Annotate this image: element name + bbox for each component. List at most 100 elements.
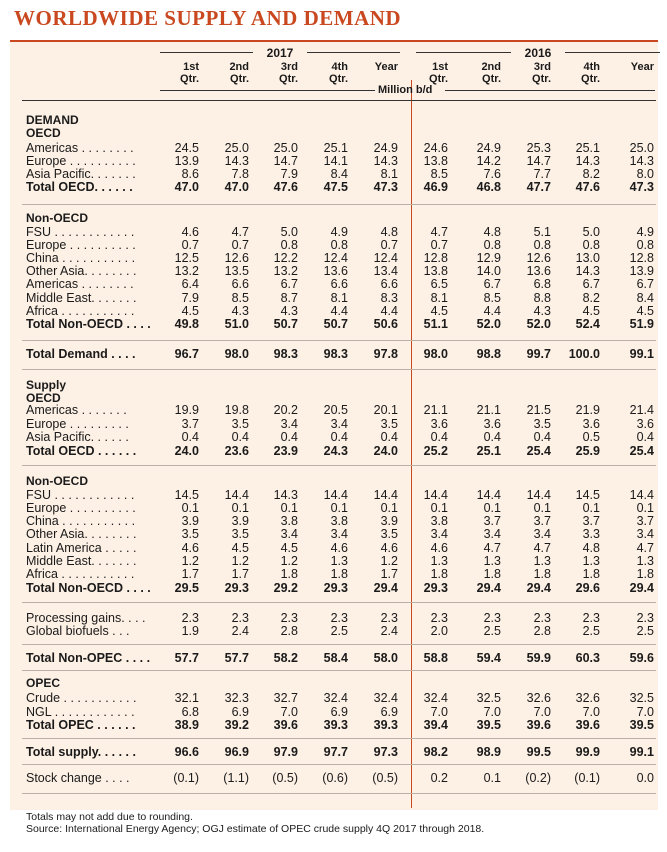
table-row: Total OECD. . . . . . 47.0 47.0 47.6 47.5 47.…	[0, 181, 667, 194]
row-value: 1.8	[330, 567, 348, 581]
row-label: Europe . . . . . . . . . .	[26, 238, 136, 252]
row-value: (0.5)	[272, 771, 298, 785]
row-value: 20.2	[273, 403, 298, 417]
row-value: 3.4	[533, 527, 551, 541]
row-value: 21.1	[476, 403, 501, 417]
row-value: 13.2	[273, 264, 298, 278]
row-value: 1.7	[380, 567, 398, 581]
table-row: Americas . . . . . . . 19.9 19.8 20.2 20.5 20…	[0, 404, 667, 417]
row-value: 25.1	[476, 444, 501, 458]
row-label: Africa . . . . . . . . . . .	[26, 304, 135, 318]
row-value: 5.0	[582, 225, 600, 239]
row-value: (1.1)	[223, 771, 249, 785]
row-value: 6.5	[430, 277, 448, 291]
row-value: 4.6	[430, 541, 448, 555]
row-value: 99.9	[575, 745, 600, 759]
row-value: 25.0	[273, 141, 298, 155]
row-value: 0.4	[380, 430, 398, 444]
table-row: Total supply. . . . . . 96.6 96.9 97.9 97.7 9…	[0, 746, 667, 759]
column-header: 1st Qtr.	[180, 61, 199, 85]
table-row: Asia Pacific. . . . . . . 8.6 7.8 7.9 8.4 8.1…	[0, 168, 667, 181]
table-row: FSU . . . . . . . . . . . . 4.6 4.7 5.0 4.9 4…	[0, 226, 667, 239]
row-value: 8.1	[380, 167, 398, 181]
row-value: 21.5	[526, 403, 551, 417]
section-supply-non-oecd: Non-OECD	[26, 474, 88, 488]
section-rule	[22, 793, 656, 794]
row-value: 6.6	[330, 277, 348, 291]
row-value: 0.7	[181, 238, 199, 252]
row-value: 29.5	[174, 581, 199, 595]
row-value: 47.3	[373, 180, 398, 194]
row-label: Middle East. . . . . . .	[26, 291, 137, 305]
row-value: 99.7	[526, 347, 551, 361]
row-value: 0.4	[181, 430, 199, 444]
row-value: 8.1	[430, 291, 448, 305]
row-value: 3.5	[231, 527, 249, 541]
row-value: 3.4	[280, 417, 298, 431]
row-value: 98.9	[476, 745, 501, 759]
row-value: 0.0	[636, 771, 654, 785]
row-value: 2.3	[380, 611, 398, 625]
row-value: 1.8	[280, 567, 298, 581]
row-value: 98.2	[423, 745, 448, 759]
row-value: 4.3	[280, 304, 298, 318]
row-value: 24.0	[174, 444, 199, 458]
row-value: 6.7	[636, 277, 654, 291]
row-value: 12.9	[476, 251, 501, 265]
row-value: 0.4	[533, 430, 551, 444]
row-value: 98.3	[273, 347, 298, 361]
row-value: 0.4	[636, 430, 654, 444]
row-value: 32.1	[174, 691, 199, 705]
row-value: 29.3	[323, 581, 348, 595]
row-label: Europe . . . . . . . . .	[26, 417, 129, 431]
row-value: 52.0	[476, 317, 501, 331]
row-value: 21.4	[629, 403, 654, 417]
row-value: 2.5	[582, 624, 600, 638]
row-value: 2.3	[636, 611, 654, 625]
row-value: 14.3	[224, 154, 249, 168]
row-value: 0.4	[330, 430, 348, 444]
row-value: 59.4	[476, 651, 501, 665]
row-value: 1.9	[181, 624, 199, 638]
row-value: 4.6	[380, 541, 398, 555]
row-value: 0.8	[533, 238, 551, 252]
row-value: 3.7	[483, 514, 501, 528]
row-value: 32.3	[224, 691, 249, 705]
row-value: 25.4	[526, 444, 551, 458]
row-value: 14.4	[629, 488, 654, 502]
row-value: 4.7	[483, 541, 501, 555]
row-value: 0.1	[181, 501, 199, 515]
row-label: Americas . . . . . . . .	[26, 277, 134, 291]
row-value: 7.6	[483, 167, 501, 181]
column-header: 1st Qtr.	[429, 61, 448, 85]
row-value: 0.1	[231, 501, 249, 515]
row-value: 1.3	[636, 554, 654, 568]
row-value: 0.2	[430, 771, 448, 785]
row-label: Global biofuels . . .	[26, 624, 130, 638]
row-value: 39.4	[423, 718, 448, 732]
row-value: 32.4	[373, 691, 398, 705]
row-value: 3.4	[330, 527, 348, 541]
row-value: 0.8	[582, 238, 600, 252]
row-value: 8.2	[582, 167, 600, 181]
row-value: 3.5	[181, 527, 199, 541]
row-value: 2.5	[636, 624, 654, 638]
row-label: FSU . . . . . . . . . . . .	[26, 488, 135, 502]
row-value: 25.2	[423, 444, 448, 458]
row-value: 0.7	[231, 238, 249, 252]
table-row: Processing gains. . . . 2.3 2.3 2.3 2.3 2.3 2.…	[0, 612, 667, 625]
row-label: Total OECD . . . . . .	[26, 444, 137, 458]
row-value: 51.0	[224, 317, 249, 331]
row-value: 13.6	[526, 264, 551, 278]
row-value: 12.4	[373, 251, 398, 265]
row-value: 5.1	[533, 225, 551, 239]
row-value: 12.8	[629, 251, 654, 265]
page-title: WORLDWIDE SUPPLY AND DEMAND	[14, 6, 402, 30]
row-value: 97.3	[373, 745, 398, 759]
row-value: 8.7	[280, 291, 298, 305]
row-value: 1.2	[231, 554, 249, 568]
column-header: 3rd Qtr.	[532, 61, 551, 85]
row-value: 6.7	[582, 277, 600, 291]
section-opec: OPEC	[26, 676, 61, 690]
row-label: Americas . . . . . . . .	[26, 141, 134, 155]
